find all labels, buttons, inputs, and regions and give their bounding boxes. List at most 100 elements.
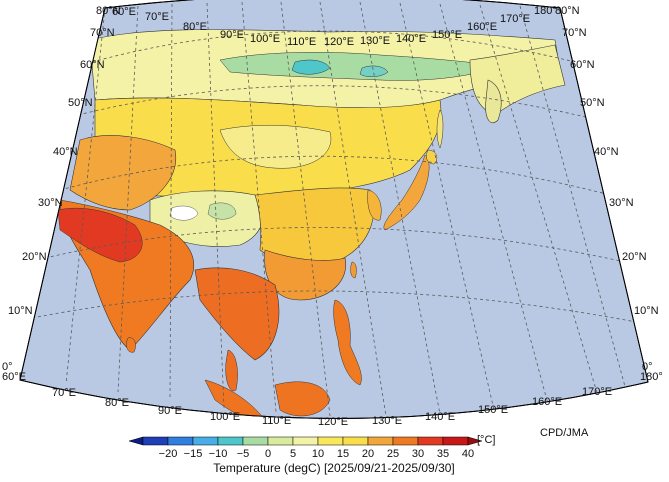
lat-label-left-0: 0° <box>2 361 13 373</box>
map-frame <box>19 0 649 419</box>
colorbar-tick-label: −20 <box>159 448 178 460</box>
land-central-asia-hot <box>69 135 177 211</box>
colorbar-high-arrow <box>467 436 483 446</box>
northwest-india-very-hot <box>57 207 143 263</box>
philippines <box>333 299 362 386</box>
lon-label-top-120: 120°E <box>324 36 354 48</box>
colorbar-tick-label: 5 <box>290 448 296 460</box>
lon-label-bottom-100: 100°E <box>210 411 240 423</box>
colorbar-tick-label: 15 <box>337 448 349 460</box>
colorbar-swatch <box>342 436 369 446</box>
colorbar-swatch <box>142 436 169 446</box>
colorbar-tick-label: −15 <box>184 448 203 460</box>
lat-label-right-30: 30°N <box>609 197 634 209</box>
lat-label-right-80: 80°N <box>555 5 580 17</box>
kamchatka <box>485 79 502 124</box>
lon-label-top-60: 60°E <box>112 6 136 18</box>
colorbar-swatch <box>217 436 244 446</box>
tibet-snow <box>169 205 199 221</box>
taiwan <box>350 261 357 279</box>
malay-peninsula <box>225 349 238 392</box>
colorbar-swatch <box>417 436 444 446</box>
lon-label-bottom-70: 70°E <box>52 387 76 399</box>
lat-label-right-10: 10°N <box>634 305 659 317</box>
colorbar-swatch <box>167 436 194 446</box>
lat-label-right-70: 70°N <box>562 27 587 39</box>
lon-label-bottom-80: 80°E <box>105 397 129 409</box>
land-temperature-field <box>57 29 566 419</box>
lat-label-left-10: 10°N <box>8 305 33 317</box>
colorbar-swatch <box>292 436 319 446</box>
lon-label-bottom-170: 170°E <box>582 386 612 398</box>
lat-label-left-60: 60°N <box>80 59 105 71</box>
colorbar-swatch <box>367 436 394 446</box>
lat-label-left-50: 50°N <box>68 97 93 109</box>
colorbar-tick-label: 0 <box>265 448 271 460</box>
lon-label-top-70: 70°E <box>145 11 169 23</box>
lon-label-top-150: 150°E <box>432 29 462 41</box>
lat-label-left-30: 30°N <box>38 197 63 209</box>
colorbar-swatch <box>317 436 344 446</box>
colorbar-unit: [°C] <box>477 434 495 446</box>
colorbar-low-arrow <box>128 436 144 446</box>
colorbar-tick-label: −10 <box>209 448 228 460</box>
lon-label-top-180: 180° <box>534 5 557 17</box>
lon-label-bottom-180: 180° <box>640 371 663 383</box>
land-arctic-cold-2 <box>359 65 389 77</box>
lat-label-left-40: 40°N <box>53 146 78 158</box>
colorbar-swatch <box>442 436 469 446</box>
lat-label-right-20: 20°N <box>622 251 647 263</box>
sumatra <box>204 379 266 419</box>
lat-label-right-40: 40°N <box>594 146 619 158</box>
colorbar-tick-label: 10 <box>312 448 324 460</box>
southeast-asia <box>194 267 280 361</box>
lon-label-top-110: 110°E <box>287 36 316 48</box>
lon-label-bottom-110: 110°E <box>262 415 291 427</box>
colorbar-tick-label: 25 <box>387 448 399 460</box>
china-east <box>254 187 374 266</box>
colorbar-legend: −20 −15 −10 −5 0 5 10 15 20 25 30 35 40 <box>128 436 483 460</box>
lat-label-left-20: 20°N <box>22 251 47 263</box>
colorbar-tick-label: 35 <box>437 448 449 460</box>
map-title: Temperature (degC) [2025/09/21-2025/09/3… <box>213 461 455 475</box>
lat-label-right-50: 50°N <box>580 97 605 109</box>
land-mongolia <box>219 125 332 169</box>
lon-label-top-130: 130°E <box>360 35 390 47</box>
tibet-cold-core <box>207 202 237 220</box>
sri-lanka <box>126 337 136 353</box>
lon-label-bottom-60: 60°E <box>2 371 26 383</box>
colorbar-tick-label: 40 <box>462 448 474 460</box>
colorbar-tick-label: −5 <box>237 448 250 460</box>
sakhalin <box>436 109 444 149</box>
lat-label-right-0: 0° <box>642 361 653 373</box>
lon-label-bottom-150: 150°E <box>478 404 508 416</box>
lat-label-right-60: 60°N <box>570 59 595 71</box>
colorbar-tick-label: 20 <box>362 448 374 460</box>
lon-label-top-140: 140°E <box>396 33 426 45</box>
lon-label-bottom-140: 140°E <box>425 411 455 423</box>
lon-label-bottom-120: 120°E <box>318 416 348 428</box>
borneo <box>274 381 331 417</box>
lon-label-top-160: 160°E <box>467 21 497 33</box>
credit-label: CPD/JMA <box>540 427 589 439</box>
lon-label-top-100: 100°E <box>250 33 280 45</box>
lat-label-left-70: 70°N <box>90 27 115 39</box>
lon-label-bottom-160: 160°E <box>532 396 562 408</box>
lon-label-bottom-90: 90°E <box>158 405 182 417</box>
hokkaido <box>426 149 438 165</box>
japan <box>383 154 430 231</box>
colorbar-swatch <box>267 436 294 446</box>
lon-label-top-170: 170°E <box>500 13 530 25</box>
land-arctic-cold <box>291 59 331 75</box>
colorbar-swatch <box>192 436 219 446</box>
korea <box>367 189 382 221</box>
lon-label-top-90: 90°E <box>220 29 244 41</box>
graticule <box>31 1 637 417</box>
colorbar-tick-label: 30 <box>412 448 424 460</box>
lon-label-top-80: 80°E <box>183 21 207 33</box>
colorbar-swatch <box>242 436 269 446</box>
colorbar-swatch <box>392 436 419 446</box>
lat-label-left-80: 80°N <box>96 5 121 17</box>
